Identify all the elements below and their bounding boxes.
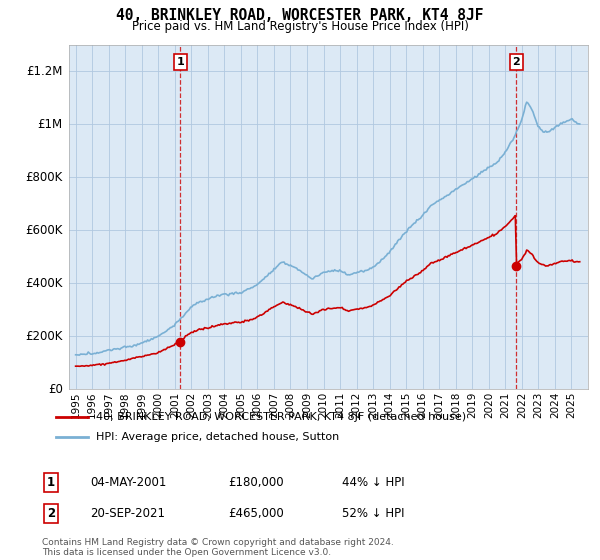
- Text: 1: 1: [176, 57, 184, 67]
- Text: £180,000: £180,000: [228, 476, 284, 489]
- Text: £400K: £400K: [25, 277, 63, 290]
- Text: £200K: £200K: [25, 330, 63, 343]
- Text: 20-SEP-2021: 20-SEP-2021: [90, 507, 165, 520]
- Text: Contains HM Land Registry data © Crown copyright and database right 2024.
This d: Contains HM Land Registry data © Crown c…: [42, 538, 394, 557]
- Text: HPI: Average price, detached house, Sutton: HPI: Average price, detached house, Sutt…: [96, 432, 339, 442]
- Text: Price paid vs. HM Land Registry's House Price Index (HPI): Price paid vs. HM Land Registry's House …: [131, 20, 469, 32]
- Text: 40, BRINKLEY ROAD, WORCESTER PARK, KT4 8JF: 40, BRINKLEY ROAD, WORCESTER PARK, KT4 8…: [116, 8, 484, 24]
- Text: £465,000: £465,000: [228, 507, 284, 520]
- Text: £1.2M: £1.2M: [26, 65, 63, 78]
- Text: £600K: £600K: [25, 224, 63, 237]
- Text: 44% ↓ HPI: 44% ↓ HPI: [342, 476, 404, 489]
- Text: 04-MAY-2001: 04-MAY-2001: [90, 476, 166, 489]
- Text: 2: 2: [47, 507, 55, 520]
- Text: 40, BRINKLEY ROAD, WORCESTER PARK, KT4 8JF (detached house): 40, BRINKLEY ROAD, WORCESTER PARK, KT4 8…: [96, 413, 466, 422]
- Text: 2: 2: [512, 57, 520, 67]
- Text: 1: 1: [47, 476, 55, 489]
- Text: £800K: £800K: [26, 171, 63, 184]
- Text: 52% ↓ HPI: 52% ↓ HPI: [342, 507, 404, 520]
- Text: £0: £0: [48, 382, 63, 396]
- Text: £1M: £1M: [38, 118, 63, 131]
